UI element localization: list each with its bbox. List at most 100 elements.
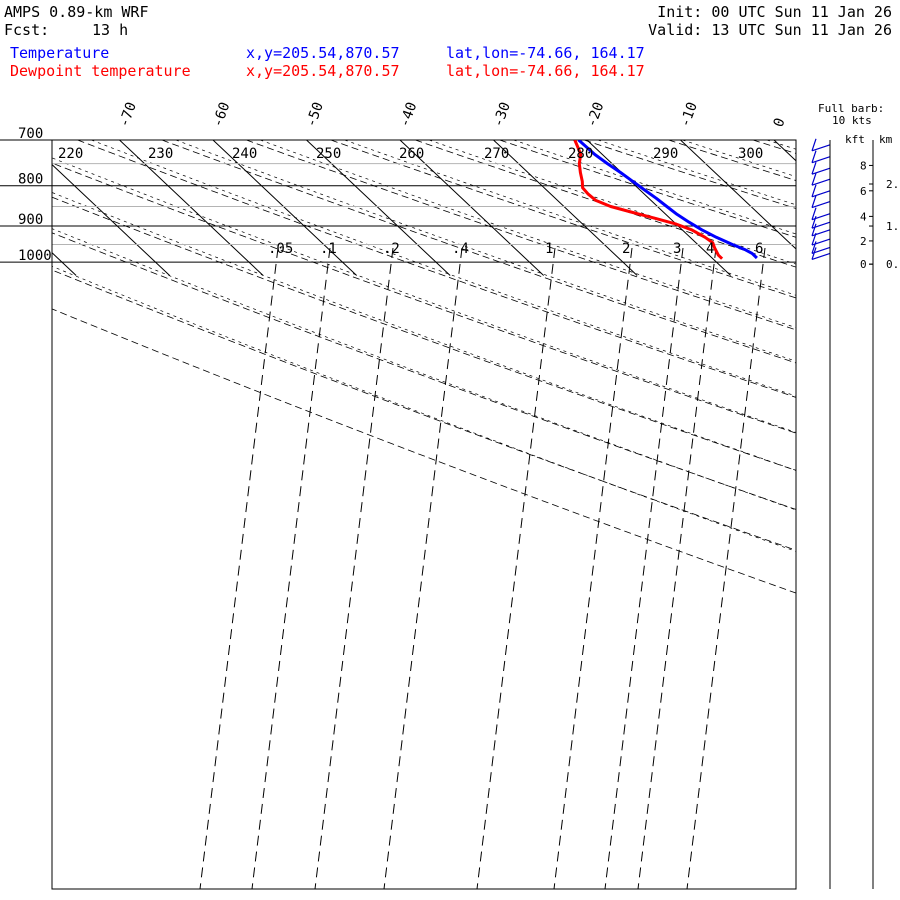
wind-barb (811, 201, 831, 209)
temperature-profile-line (577, 140, 758, 260)
mixing-ratio-tick-label: 6 (755, 241, 763, 257)
wind-barb-flag (811, 216, 817, 229)
mixing-ratio-line (199, 247, 279, 889)
wind-barb-flag (811, 195, 817, 208)
wind-barb (811, 246, 831, 254)
theta-tick-label: 290 (653, 146, 678, 162)
moist-adiabat-line (766, 140, 796, 150)
kft-height-tick-label: 6 (860, 185, 867, 198)
mixing-ratio-line (383, 247, 463, 889)
wind-barb (811, 178, 831, 186)
km-height-tick-label: 2. (886, 178, 899, 191)
wind-barb (811, 229, 831, 237)
wind-barb-flag (811, 173, 817, 186)
mixing-ratio-tick-label: 3 (673, 241, 681, 257)
moist-adiabat-line (52, 157, 796, 433)
isotherm-line (306, 140, 451, 276)
mixing-ratio-line (604, 247, 684, 889)
theta-tick-label: 260 (399, 146, 424, 162)
isotherm-tick-label: -30 (490, 100, 514, 129)
grid-layer (52, 140, 900, 889)
isotherm-line (399, 140, 545, 276)
dry-adiabat-line (415, 140, 796, 268)
wind-barb-flag (811, 241, 817, 254)
barb-note-line1: Full barb: (818, 102, 884, 115)
theta-tick-label: 300 (738, 146, 763, 162)
mixing-ratio-line (686, 247, 766, 889)
wind-barb (811, 144, 831, 152)
init-time: Init: 00 UTC Sun 11 Jan 26 (657, 3, 892, 21)
wind-barb-flag (811, 247, 817, 260)
pressure-tick-label: 1000 (18, 248, 52, 264)
wind-barb-flag (811, 223, 817, 237)
profiles-layer (573, 140, 758, 260)
dry-adiabat-line (838, 140, 900, 884)
theta-tick-label: 220 (58, 146, 83, 162)
moist-adiabat-line (344, 140, 796, 296)
isotherm-tick-label: 0 (771, 116, 789, 129)
kft-height-tick-label: 2 (860, 235, 867, 248)
dry-adiabat-line (52, 232, 796, 510)
mixing-ratio-tick-label: .2 (383, 241, 400, 257)
kft-height-tick-label: 0 (860, 258, 867, 271)
wind-barb (811, 252, 831, 261)
kft-height-tick-label: 8 (860, 159, 867, 172)
wind-barb-flag (811, 232, 817, 246)
wind-barb-flag (811, 150, 817, 163)
height-axes-layer: 0 2 4 6 8 0. 1. 2. (829, 140, 899, 889)
dry-adiabat-line (52, 308, 796, 594)
legend-dewpoint-name: Dewpoint temperature (10, 62, 191, 80)
pressure-tick-label: 900 (18, 212, 43, 228)
wind-barb (811, 190, 831, 198)
barb-note-line2: 10 kts (832, 114, 872, 127)
isotherm-line (52, 163, 171, 276)
kft-axis-label: kft (845, 133, 865, 146)
theta-tick-label: 270 (484, 146, 509, 162)
legend-temperature-name: Temperature (10, 44, 110, 62)
pressure-tick-label: 800 (18, 172, 43, 188)
theta-tick-label: 240 (232, 146, 257, 162)
isotherm-line (586, 140, 732, 276)
forecast-hours: 13 h (92, 21, 129, 39)
isotherm-tick-label: -10 (677, 100, 701, 129)
km-height-tick-label: 0. (886, 258, 899, 271)
mixing-ratio-line (637, 247, 717, 889)
legend-temperature-xy: x,y=205.54,870.57 (246, 44, 400, 62)
dry-adiabat-line (752, 140, 796, 154)
valid-time: Valid: 13 UTC Sun 11 Jan 26 (648, 21, 892, 39)
dry-adiabat-line (52, 162, 796, 434)
dry-adiabat-line (499, 140, 796, 238)
wind-barb-flag (811, 161, 817, 175)
moist-adiabat-line (91, 140, 796, 397)
mixing-ratio-tick-label: 1 (545, 241, 553, 257)
plot-frame (51, 139, 797, 890)
forecast-label: Fcst: (4, 21, 50, 39)
mixing-ratio-tick-label: .4 (452, 241, 469, 257)
legend-dewpoint-latlon: lat,lon=-74.66, 164.17 (446, 62, 645, 80)
theta-tick-label: 230 (148, 146, 173, 162)
mixing-ratio-tick-label: .05 (268, 241, 293, 257)
isotherm-tick-label: -70 (116, 100, 140, 129)
wind-barb-flag (811, 138, 817, 152)
mixing-ratio-line (314, 247, 394, 889)
mixing-ratio-line (251, 247, 331, 889)
mixing-ratio-tick-label: .1 (320, 241, 337, 257)
isotherm-line (119, 140, 264, 276)
km-axis-label: km (879, 133, 893, 146)
isotherm-line (773, 140, 796, 162)
legend-dewpoint-xy: x,y=205.54,870.57 (246, 62, 400, 80)
dry-adiabat-line (161, 140, 796, 364)
isotherm-tick-label: -60 (210, 100, 234, 129)
dry-adiabat-line (668, 140, 796, 181)
wind-barb (811, 156, 831, 164)
isotherm-tick-label: -20 (584, 100, 608, 129)
theta-tick-label: 250 (316, 146, 341, 162)
mixing-ratio-tick-label: 4 (706, 241, 714, 257)
dewpoint-profile-line (573, 140, 724, 260)
isotherm-tick-label: -40 (397, 100, 421, 129)
moist-adiabat-line (260, 140, 796, 329)
km-height-tick-label: 1. (886, 220, 899, 233)
mixing-ratio-line (553, 247, 633, 889)
legend-temperature-latlon: lat,lon=-74.66, 164.17 (446, 44, 645, 62)
